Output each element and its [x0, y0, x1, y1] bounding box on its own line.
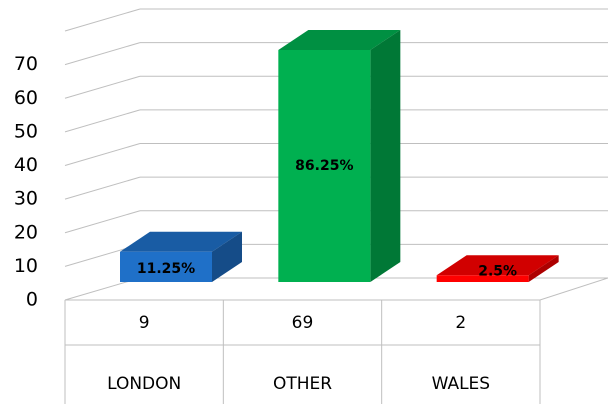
grid-line: [64, 176, 141, 200]
y-tick-label: 0: [26, 289, 38, 311]
x-tick-label: WALES: [432, 374, 491, 394]
x-tick-label: OTHER: [273, 374, 332, 394]
y-tick-label: 40: [14, 154, 38, 176]
bar-side: [370, 29, 401, 282]
grid-line: [64, 75, 141, 99]
grid-line: [64, 8, 141, 32]
bar-side: [212, 231, 242, 282]
bar-top: [436, 255, 559, 276]
grid-line: [64, 210, 141, 234]
table-value: 9: [139, 313, 150, 333]
bar-top: [278, 29, 401, 50]
bar: [278, 49, 371, 282]
table-value: 2: [455, 313, 466, 333]
grid-line: [64, 143, 141, 166]
grid-line: [64, 109, 141, 133]
y-tick-label: 50: [14, 120, 38, 142]
data-label: 11.25%: [137, 261, 195, 277]
data-label: 2.5%: [478, 263, 517, 279]
table-value: 69: [292, 313, 314, 333]
y-tick-label: 70: [14, 53, 38, 75]
grid-line: [64, 42, 141, 66]
y-tick-label: 60: [14, 87, 38, 109]
bar: [436, 275, 529, 282]
data-label: 86.25%: [295, 158, 353, 174]
y-tick-label: 20: [14, 221, 38, 243]
y-tick-label: 30: [14, 188, 38, 210]
x-tick-label: LONDON: [107, 374, 181, 394]
bar-side: [528, 255, 559, 282]
y-tick-label: 10: [14, 255, 38, 277]
bar: [120, 251, 212, 282]
bar-top: [120, 231, 242, 252]
